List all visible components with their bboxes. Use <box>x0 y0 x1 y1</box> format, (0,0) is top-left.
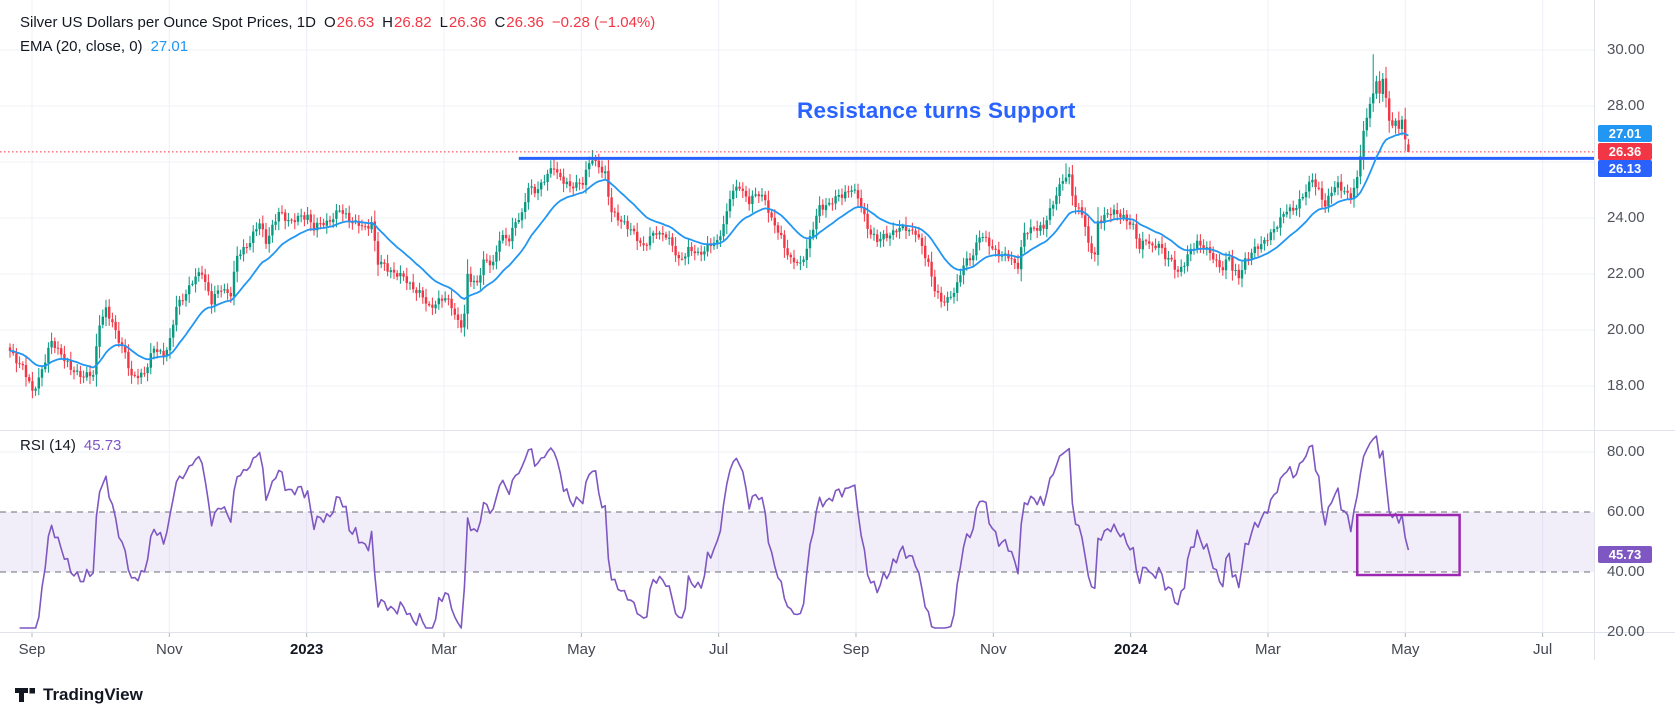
rsi-value-badge: 45.73 <box>1598 546 1652 564</box>
rsi-line[interactable] <box>19 435 1410 629</box>
ohlc-high: H 26.82 <box>382 14 432 31</box>
time-axis-tick-marks <box>31 633 1544 637</box>
rsi-tick-label: 20.00 <box>1607 623 1645 640</box>
price-tick-label: 20.00 <box>1607 321 1645 338</box>
rsi-band <box>0 511 1594 573</box>
ema-value-badge: 27.01 <box>1598 125 1652 143</box>
ohlc-open: O 26.63 <box>323 14 375 31</box>
ohlc-low: L 26.36 <box>439 14 487 31</box>
rsi-legend-value: 45.73 <box>83 437 122 454</box>
tradingview-logo[interactable]: TradingView <box>14 684 143 706</box>
tradingview-logo-icon <box>15 688 35 702</box>
time-tick-label: Nov <box>979 641 1007 658</box>
support-price-badge: 26.13 <box>1598 160 1652 178</box>
tradingview-logo-text: TradingView <box>43 685 143 704</box>
time-tick-label: Mar <box>1255 641 1281 658</box>
ema-line[interactable] <box>9 132 1409 369</box>
time-tick-label: Jul <box>1533 641 1553 658</box>
annotation-resistance-turns-support[interactable]: Resistance turns Support <box>797 98 1076 123</box>
rsi-tick-label: 80.00 <box>1607 443 1645 460</box>
ohlc-close: C 26.36 <box>494 14 544 31</box>
time-tick-label: 2024 <box>1113 641 1148 658</box>
price-tick-label: 18.00 <box>1607 377 1645 394</box>
time-tick-label: 2023 <box>289 641 324 658</box>
candlestick-series <box>8 54 1410 399</box>
rsi-legend-label: RSI (14) <box>20 437 76 454</box>
symbol-title: Silver US Dollars per Ounce Spot Prices,… <box>20 14 316 31</box>
down-candle-wicks <box>9 66 1409 399</box>
time-tick-label: May <box>1391 641 1420 658</box>
gridlines <box>0 0 1594 632</box>
price-tick-label: 30.00 <box>1607 41 1645 58</box>
ema-legend-value: 27.01 <box>150 38 189 55</box>
time-tick-label: Sep <box>842 641 870 658</box>
rsi-tick-label: 40.00 <box>1607 563 1645 580</box>
price-tick-label: 28.00 <box>1607 97 1645 114</box>
time-tick-label: May <box>567 641 596 658</box>
price-change: −0.28 (−1.04%) <box>551 14 656 31</box>
pane-separators <box>0 0 1675 660</box>
last-price-badge: 26.36 <box>1598 143 1652 161</box>
symbol-legend[interactable]: Silver US Dollars per Ounce Spot Prices,… <box>20 14 655 31</box>
ema-legend-label: EMA (20, close, 0) <box>20 38 143 55</box>
rsi-tick-label: 60.00 <box>1607 503 1645 520</box>
price-tick-label: 22.00 <box>1607 265 1645 282</box>
down-candle-bodies <box>8 78 1410 391</box>
price-tick-label: 24.00 <box>1607 209 1645 226</box>
time-tick-label: Sep <box>18 641 46 658</box>
rsi-highlight-box[interactable] <box>1355 513 1461 577</box>
rsi-legend[interactable]: RSI (14) 45.73 <box>20 437 121 454</box>
ema-legend[interactable]: EMA (20, close, 0) 27.01 <box>20 38 188 55</box>
time-tick-label: Jul <box>709 641 729 658</box>
time-tick-label: Nov <box>155 641 183 658</box>
time-tick-label: Mar <box>431 641 457 658</box>
